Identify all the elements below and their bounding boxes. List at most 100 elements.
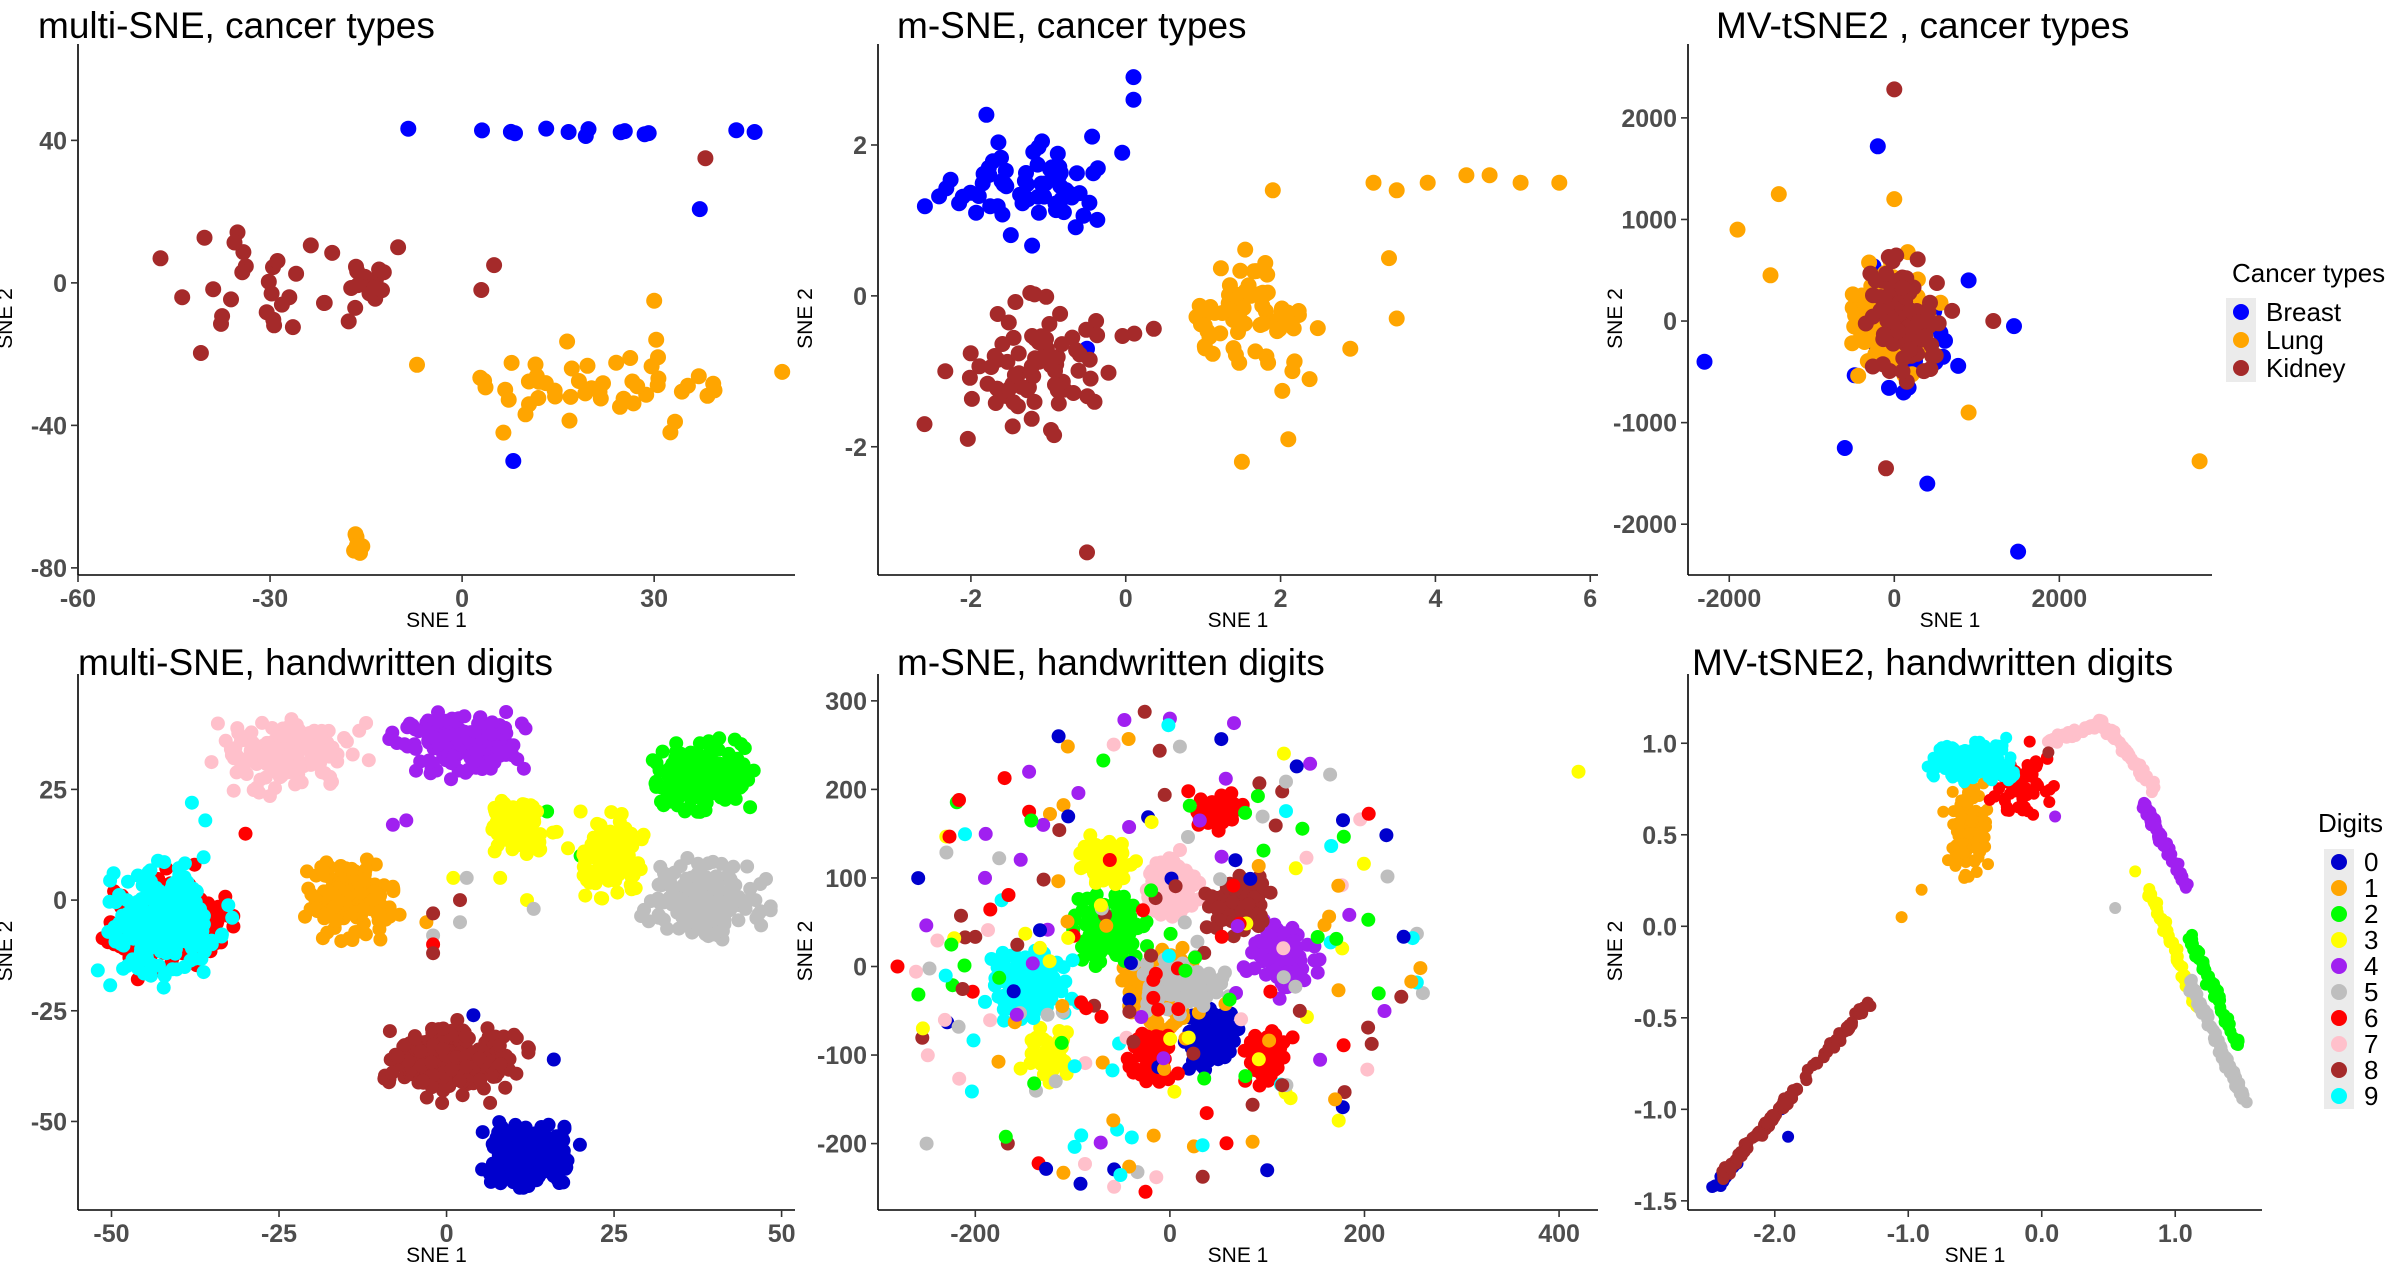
data-point: [1056, 960, 1071, 975]
data-point: [517, 406, 534, 423]
data-point: [527, 356, 544, 373]
data-point: [725, 875, 740, 890]
data-point: [1875, 326, 1892, 343]
data-point: [1381, 250, 1397, 267]
data-point: [495, 424, 512, 441]
data-point: [1145, 320, 1162, 337]
y-axis-label: SNE 2: [794, 288, 817, 349]
data-point: [1108, 877, 1123, 892]
series-1: [298, 852, 434, 949]
data-point: [157, 907, 172, 922]
data-point: [1181, 830, 1195, 844]
data-point: [546, 1052, 561, 1067]
data-point: [711, 742, 726, 757]
data-point: [916, 416, 933, 433]
data-point: [1009, 1007, 1024, 1022]
data-point: [260, 273, 277, 290]
data-point: [302, 237, 319, 254]
data-point: [1122, 1004, 1137, 1019]
data-point: [1952, 805, 1965, 818]
data-point: [612, 398, 628, 415]
data-point: [1263, 984, 1278, 999]
data-point: [964, 1084, 979, 1099]
data-point: [991, 1054, 1006, 1069]
data-point: [1200, 968, 1215, 983]
data-point: [1962, 870, 1975, 883]
data-point: [446, 870, 461, 885]
data-point: [141, 866, 155, 881]
data-point: [931, 188, 948, 205]
data-point: [1146, 972, 1161, 987]
data-point: [1054, 1035, 1069, 1050]
data-point: [916, 198, 933, 215]
data-point: [1256, 843, 1271, 858]
data-point: [213, 315, 229, 332]
data-point: [439, 728, 454, 743]
data-point: [944, 937, 959, 952]
data-point: [741, 772, 756, 787]
data-point: [2194, 998, 2206, 1011]
data-point: [710, 869, 724, 884]
data-point: [1058, 182, 1075, 199]
x-tick-label: 25: [600, 1220, 628, 1248]
data-point: [1255, 935, 1270, 950]
data-point: [1106, 737, 1121, 752]
data-point: [754, 918, 769, 933]
y-tick-label: 0: [53, 887, 67, 915]
data-point: [1058, 974, 1073, 989]
x-tick-label: -50: [93, 1220, 129, 1248]
data-point: [2018, 801, 2031, 814]
data-point: [234, 264, 251, 281]
data-point: [344, 861, 359, 876]
data-point: [302, 726, 317, 740]
data-point: [1188, 950, 1202, 965]
data-point: [191, 920, 206, 935]
data-point: [1135, 903, 1150, 918]
data-point: [238, 826, 253, 841]
data-point: [1079, 388, 1096, 405]
chart-title: m-SNE, cancer types: [897, 5, 1247, 46]
data-point: [2145, 819, 2157, 832]
data-point: [526, 901, 541, 916]
x-tick-label: -60: [60, 585, 96, 613]
data-point: [1215, 1026, 1230, 1041]
data-point: [409, 763, 423, 778]
x-tick-label: 2000: [2032, 585, 2088, 613]
data-point: [366, 892, 381, 907]
data-point: [651, 907, 666, 922]
data-point: [643, 358, 660, 375]
data-point: [951, 1019, 966, 1034]
data-point: [458, 1029, 473, 1044]
data-point: [1161, 948, 1176, 963]
data-point: [1089, 211, 1106, 228]
data-point: [714, 856, 729, 871]
data-point: [444, 772, 458, 787]
data-point: [453, 915, 467, 930]
data-point: [174, 289, 191, 306]
data-point: [621, 848, 636, 863]
data-point: [486, 257, 503, 274]
data-point: [1968, 855, 1981, 868]
data-point: [1081, 194, 1098, 211]
data-point: [646, 292, 663, 309]
data-point: [1243, 871, 1258, 886]
data-point: [315, 931, 330, 946]
data-point: [372, 922, 387, 937]
data-point: [1040, 1007, 1055, 1022]
series-Kidney: [1857, 81, 2002, 477]
data-point: [1881, 379, 1897, 396]
data-point: [1138, 1184, 1153, 1199]
data-point: [1082, 370, 1099, 387]
data-point: [2029, 755, 2042, 768]
data-point: [679, 377, 696, 394]
data-point: [1894, 279, 1911, 296]
data-point: [1342, 907, 1357, 922]
data-point: [223, 291, 239, 308]
data-point: [1696, 353, 1713, 370]
data-point: [333, 859, 348, 873]
data-point: [1067, 1139, 1082, 1154]
data-point: [244, 725, 259, 740]
x-tick-label: -200: [950, 1220, 1000, 1248]
data-point: [1770, 186, 1787, 203]
